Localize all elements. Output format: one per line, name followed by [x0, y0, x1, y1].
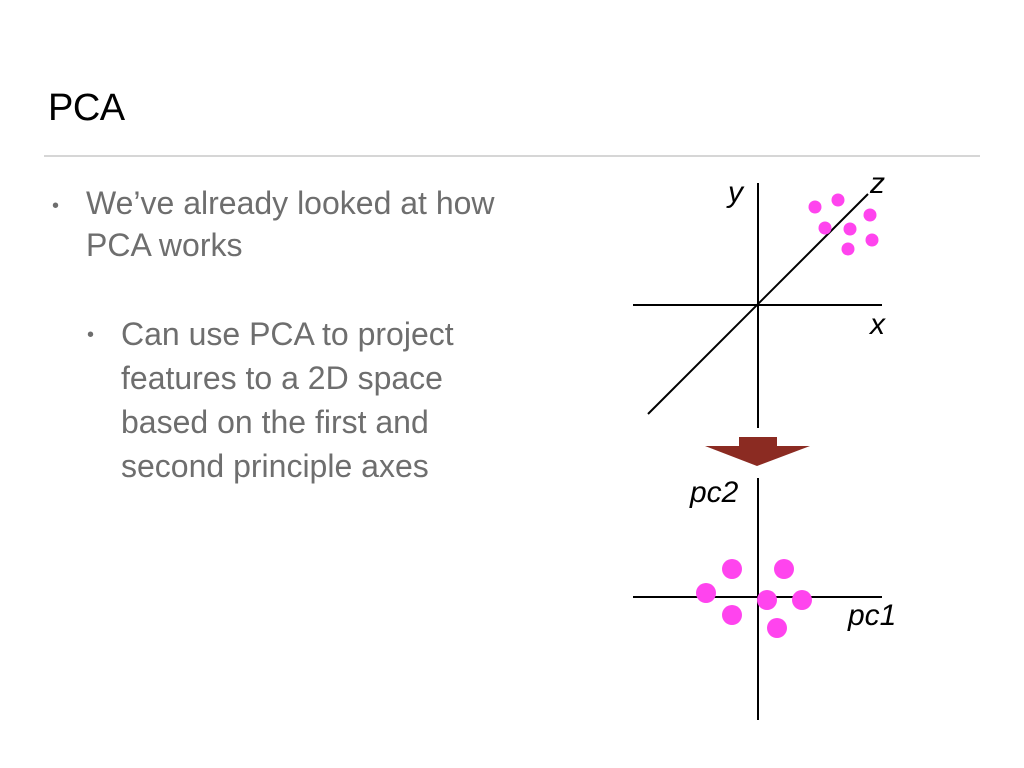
top-3d-axes: y x z: [633, 167, 886, 428]
data-point: [865, 233, 879, 247]
projected-point: [767, 618, 787, 638]
projected-point: [722, 605, 742, 625]
data-point: [841, 242, 855, 256]
bullet-level-2: Can use PCA to project features to a 2D …: [121, 316, 454, 484]
pc1-axis-label: pc1: [847, 599, 896, 632]
title-divider: [44, 155, 980, 157]
bullet-level-1: We’ve already looked at how PCA works: [86, 185, 495, 263]
bullet-marker: •: [52, 195, 60, 217]
down-arrow-icon: [705, 437, 810, 466]
data-point: [843, 222, 857, 236]
z-axis-label: z: [869, 167, 885, 200]
data-point: [818, 221, 832, 235]
top-point-cluster: [808, 193, 879, 256]
projected-point: [722, 559, 742, 579]
y-axis-label: y: [726, 176, 745, 209]
projected-point: [774, 559, 794, 579]
projected-point: [792, 590, 812, 610]
slide-title: PCA: [48, 87, 125, 129]
data-point: [831, 193, 845, 207]
data-point: [863, 208, 877, 222]
projected-point-cluster: [696, 559, 812, 638]
pc2-axis-label: pc2: [689, 476, 739, 509]
x-axis-label: x: [868, 308, 886, 341]
bullet-marker-sub: •: [87, 324, 95, 346]
projected-point: [757, 590, 777, 610]
z-axis-line: [647, 193, 869, 415]
projected-point: [696, 583, 716, 603]
data-point: [808, 200, 822, 214]
